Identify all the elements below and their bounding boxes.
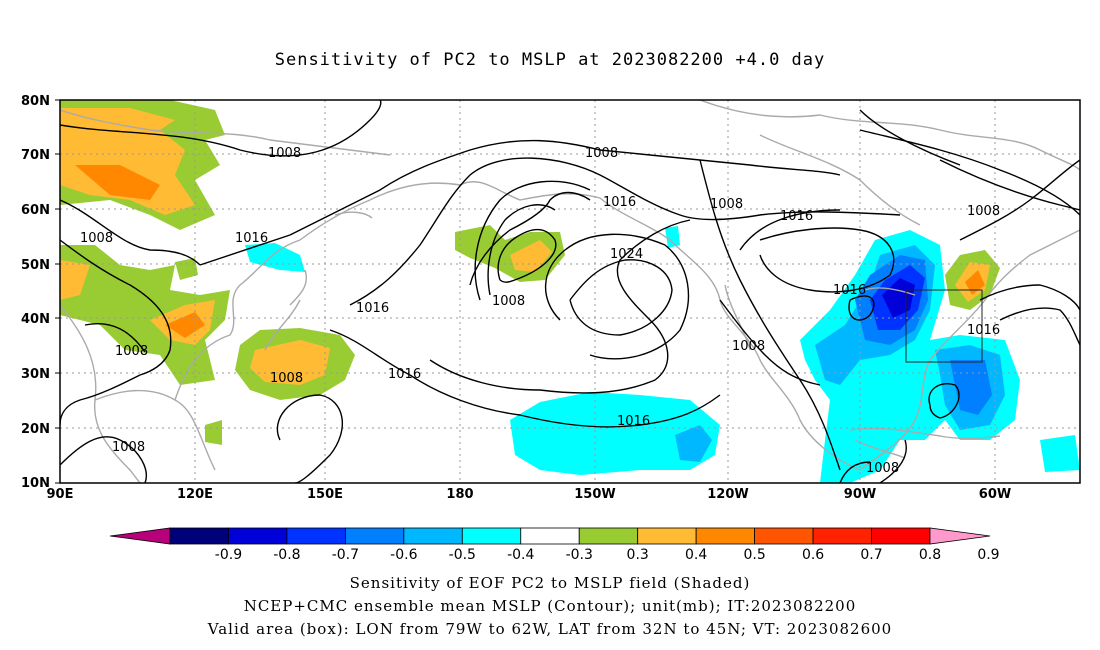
- longitude-labels: 90E 120E 150E 180 150W 120W 90W 60W: [47, 487, 1012, 502]
- colorbar-label: -0.5: [449, 547, 476, 563]
- negative-region: [1040, 435, 1080, 472]
- colorbar-label: 0.6: [802, 547, 824, 563]
- colorbar-label: 0.3: [627, 547, 649, 563]
- colorbar-swatch: [520, 527, 580, 545]
- colorbar-label: 0.7: [860, 547, 882, 563]
- positive-region: [250, 340, 330, 385]
- contour-label: 1016: [356, 301, 389, 316]
- lat-label: 60N: [21, 203, 50, 218]
- contour-label: 1008: [967, 204, 1000, 219]
- colorbar-swatch: [578, 527, 639, 545]
- lon-label: 90E: [47, 487, 74, 502]
- contour-label: 1016: [967, 323, 1000, 338]
- lat-label: 30N: [21, 367, 50, 382]
- colorbar-label: -0.9: [215, 547, 242, 563]
- colorbar-swatch: [637, 527, 697, 545]
- lat-label: 50N: [21, 258, 50, 273]
- colorbar-high-triangle: [929, 527, 991, 545]
- contour-label: 1008: [115, 344, 148, 359]
- lon-label: 150E: [307, 487, 343, 502]
- positive-region: [60, 245, 230, 385]
- lat-label: 10N: [21, 476, 50, 491]
- mslp-contours: [60, 100, 1080, 483]
- contour-labels: 1008 1008 1008 1008 1008 1016 1016 1016 …: [80, 146, 1000, 476]
- colorbar-label: -0.3: [566, 547, 593, 563]
- contour-label: 1008: [710, 197, 743, 212]
- colorbar-swatch: [344, 527, 405, 545]
- lon-label: 90W: [844, 487, 876, 502]
- lat-ticks: [55, 99, 60, 484]
- negative-region: [950, 360, 992, 415]
- contour-label: 1008: [585, 146, 618, 161]
- caption-contour: NCEP+CMC ensemble mean MSLP (Contour); u…: [243, 597, 857, 615]
- lat-label: 80N: [21, 94, 50, 109]
- colorbar-label: 0.8: [919, 547, 941, 563]
- lat-label: 70N: [21, 148, 50, 163]
- colorbar-label: -0.4: [507, 547, 534, 563]
- positive-region: [965, 270, 985, 295]
- positive-region: [60, 260, 90, 300]
- lat-label: 20N: [21, 422, 50, 437]
- contour-label: 1008: [268, 146, 301, 161]
- contour-label: 1016: [235, 231, 268, 246]
- contour-label: 1016: [833, 283, 866, 298]
- negative-region: [665, 226, 680, 248]
- lon-label: 120W: [707, 487, 748, 502]
- negative-region: [675, 425, 712, 462]
- contour-label: 1008: [112, 440, 145, 455]
- contour-label: 1008: [80, 231, 113, 246]
- valid-area-box: [905, 289, 983, 363]
- negative-region: [882, 278, 915, 318]
- contour-label: 1016: [617, 414, 650, 429]
- contour-label: 1008: [270, 371, 303, 386]
- colorbar-swatch: [695, 527, 756, 545]
- latitude-labels: 80N 70N 60N 50N 40N 30N 20N 10N: [21, 94, 50, 491]
- colorbar-swatch: [403, 527, 463, 545]
- positive-region: [165, 312, 205, 338]
- map-frame: [59, 99, 1081, 484]
- contour-label: 1024: [610, 247, 643, 262]
- colorbar-swatch: [754, 527, 814, 545]
- graticule: [60, 100, 1080, 483]
- colorbar-label: -0.8: [273, 547, 300, 563]
- colorbar-swatch: [461, 527, 522, 545]
- lon-label: 150W: [574, 487, 615, 502]
- colorbar-swatch: [286, 527, 346, 545]
- colorbar-label: 0.9: [977, 547, 999, 563]
- negative-region: [245, 243, 305, 272]
- lon-label: 180: [446, 487, 473, 502]
- lon-label: 60W: [979, 487, 1011, 502]
- colorbar-swatch: [169, 527, 229, 545]
- colorbar-label: 0.5: [743, 547, 765, 563]
- colorbar-label: -0.7: [332, 547, 359, 563]
- colorbar: -0.9 -0.8 -0.7 -0.6 -0.5 -0.4 -0.3 0.3 0.4 0.5 0.6…: [109, 527, 1000, 563]
- positive-region: [75, 165, 160, 200]
- lat-label: 40N: [21, 312, 50, 327]
- colorbar-label: 0.4: [685, 547, 707, 563]
- contour-label: 1016: [388, 367, 421, 382]
- positive-region: [205, 420, 222, 445]
- lon-label: 120E: [177, 487, 213, 502]
- caption-valid-area: Valid area (box): LON from 79W to 62W, L…: [207, 620, 893, 638]
- colorbar-swatch: [228, 527, 288, 545]
- contour-label: 1016: [603, 195, 636, 210]
- colorbar-swatch: [871, 527, 931, 545]
- negative-region: [510, 392, 720, 475]
- map-title: Sensitivity of PC2 to MSLP at 2023082200…: [274, 50, 826, 70]
- contour-label: 1016: [780, 209, 813, 224]
- caption-shading: Sensitivity of EOF PC2 to MSLP field (Sh…: [349, 574, 751, 592]
- sensitivity-shading: [60, 100, 1080, 483]
- colorbar-label: -0.6: [390, 547, 417, 563]
- contour-label: 1008: [492, 294, 525, 309]
- colorbar-swatch: [812, 527, 872, 545]
- contour-label: 1008: [732, 339, 765, 354]
- colorbar-low-triangle: [109, 527, 171, 545]
- contour-label: 1008: [866, 461, 899, 476]
